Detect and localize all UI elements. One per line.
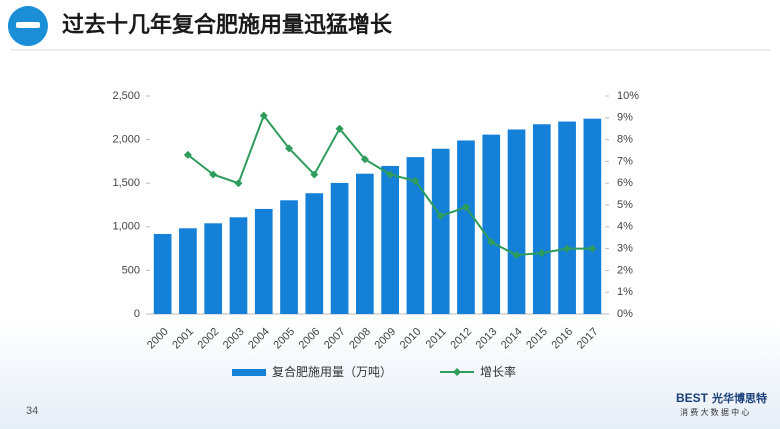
y2-tick-label: 7% <box>617 155 633 167</box>
line-marker <box>386 170 395 179</box>
y2-tick-label: 5% <box>617 199 633 211</box>
y-tick-label: 2,500 <box>112 90 140 102</box>
y-tick-label: 1,000 <box>112 221 140 233</box>
x-tick-label: 2008 <box>347 326 373 352</box>
bar <box>305 193 324 314</box>
y2-tick-label: 4% <box>617 221 633 233</box>
logo-icon <box>7 6 48 46</box>
x-tick-label: 2014 <box>499 326 525 352</box>
x-tick-label: 2005 <box>271 326 297 352</box>
x-tick-label: 2016 <box>549 326 575 352</box>
line-marker <box>588 244 597 253</box>
x-tick-label: 2002 <box>196 326 222 352</box>
bar <box>532 124 551 314</box>
x-tick-label: 2012 <box>448 326 474 352</box>
logo-subtitle: 消 费 大 数 据 中 心 <box>680 407 749 417</box>
y-tick-label: 0 <box>134 308 140 320</box>
y2-tick-label: 8% <box>617 134 633 146</box>
x-tick-label: 2006 <box>297 326 323 352</box>
legend-swatch <box>232 369 266 376</box>
x-tick-label: 2003 <box>221 326 247 352</box>
y2-tick-label: 3% <box>617 243 633 255</box>
y2-tick-label: 6% <box>617 177 633 189</box>
line-marker <box>234 179 243 188</box>
y-tick-label: 1,500 <box>112 177 140 189</box>
y-tick-label: 500 <box>122 264 140 276</box>
line-marker <box>436 211 445 220</box>
x-tick-label: 2015 <box>524 326 550 352</box>
y2-tick-label: 9% <box>617 112 633 124</box>
line-marker <box>461 203 470 212</box>
bar <box>583 118 602 314</box>
y2-tick-label: 1% <box>617 286 633 298</box>
y-tick-label: 2,000 <box>112 134 140 146</box>
line-marker <box>537 248 546 257</box>
line-marker <box>487 238 496 247</box>
legend-marker <box>453 368 462 376</box>
legend-label: 增长率 <box>480 364 516 379</box>
bar <box>558 121 576 315</box>
line-marker <box>512 251 521 260</box>
line-marker <box>209 170 218 179</box>
bar <box>153 233 172 314</box>
bar <box>457 140 475 314</box>
line-marker <box>563 244 572 253</box>
x-tick-label: 2009 <box>373 326 399 352</box>
x-tick-label: 2004 <box>246 326 272 352</box>
logo-name: 光华博思特 <box>711 391 767 405</box>
bar <box>356 173 374 314</box>
x-tick-label: 2000 <box>145 326 171 352</box>
bar <box>507 129 526 314</box>
legend-label: 复合肥施用量（万吨） <box>272 364 392 379</box>
y2-tick-label: 2% <box>617 264 633 276</box>
bar <box>254 208 273 314</box>
x-tick-label: 2001 <box>170 326 196 352</box>
line-marker <box>310 170 319 179</box>
bar <box>482 134 501 314</box>
line-marker <box>335 124 344 133</box>
bar <box>204 223 223 314</box>
line-marker <box>285 144 294 153</box>
bar <box>431 148 450 314</box>
line-marker <box>259 111 268 120</box>
x-tick-label: 2007 <box>322 326 348 352</box>
line-marker <box>411 177 420 186</box>
x-tick-label: 2011 <box>424 326 449 351</box>
bar <box>381 165 399 314</box>
bar <box>406 157 425 314</box>
logo-brand: BEST <box>676 391 709 405</box>
x-tick-label: 2013 <box>474 326 500 352</box>
slide-title: 过去十几年复合肥施用量迅猛增长 <box>62 12 393 37</box>
x-tick-label: 2010 <box>398 326 424 352</box>
page-number: 34 <box>26 405 38 417</box>
y2-tick-label: 10% <box>617 90 639 102</box>
y2-tick-label: 0% <box>617 308 633 320</box>
bar <box>330 182 349 314</box>
bar <box>280 200 298 314</box>
line-marker <box>183 150 192 159</box>
line-marker <box>360 155 369 164</box>
bar <box>179 228 197 314</box>
bar <box>229 217 248 314</box>
x-tick-label: 2017 <box>575 326 601 352</box>
